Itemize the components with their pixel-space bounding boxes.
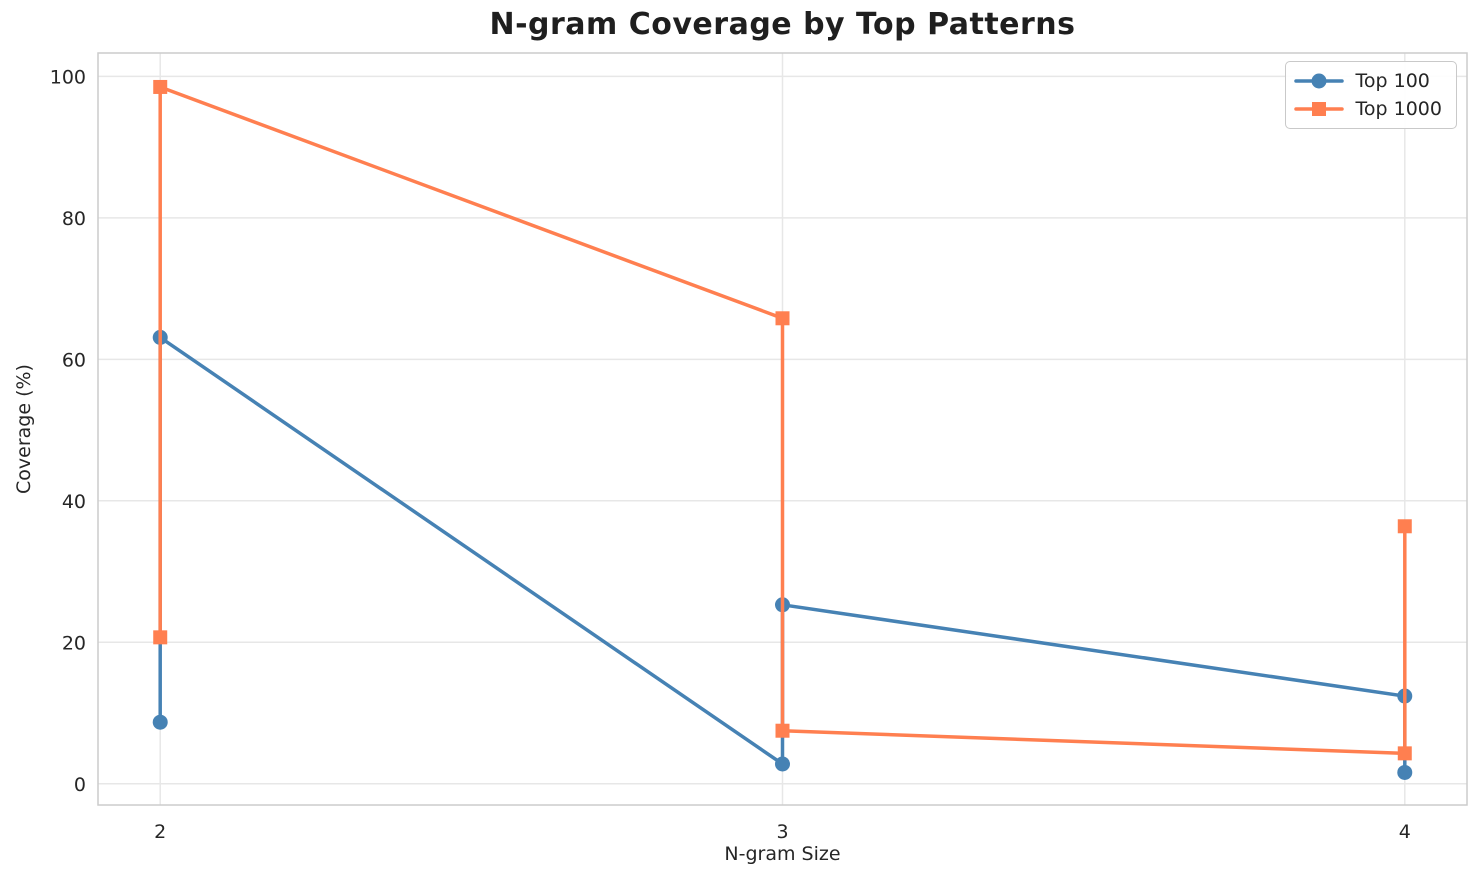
chart-title: N-gram Coverage by Top Patterns <box>489 7 1076 42</box>
circle-swatch-icon <box>1293 73 1344 89</box>
square-marker <box>1397 746 1412 761</box>
y-tick-label: 0 <box>74 774 86 796</box>
legend-label: Top 1000 <box>1355 98 1442 120</box>
x-axis-label: N-gram Size <box>724 843 841 865</box>
circle-marker <box>775 756 790 772</box>
circle-marker <box>1311 73 1327 89</box>
legend: Top 100 Top 1000 <box>1284 61 1457 129</box>
square-marker <box>775 311 790 326</box>
x-tick-label: 3 <box>776 821 788 843</box>
y-tick-label: 20 <box>62 632 86 654</box>
y-tick-label: 80 <box>62 208 86 230</box>
legend-entry-top-100: Top 100 <box>1293 69 1442 93</box>
square-swatch-icon <box>1293 102 1344 116</box>
square-marker <box>1311 102 1326 116</box>
square-marker <box>775 723 790 738</box>
axes-frame <box>97 52 1468 806</box>
square-marker <box>1397 519 1412 534</box>
legend-label: Top 100 <box>1355 70 1430 92</box>
y-tick-label: 40 <box>62 491 86 513</box>
series-top-1000 <box>153 79 1412 761</box>
x-tick-label: 2 <box>154 821 166 843</box>
legend-entry-top-1000: Top 1000 <box>1293 97 1442 121</box>
square-marker <box>153 79 168 94</box>
x-tick-label: 4 <box>1399 821 1411 843</box>
circle-marker <box>1397 764 1413 780</box>
series-line <box>158 85 1407 756</box>
square-marker <box>153 630 168 645</box>
y-tick-label: 100 <box>50 66 86 88</box>
circle-marker <box>152 714 168 730</box>
y-tick-label: 60 <box>62 349 86 371</box>
